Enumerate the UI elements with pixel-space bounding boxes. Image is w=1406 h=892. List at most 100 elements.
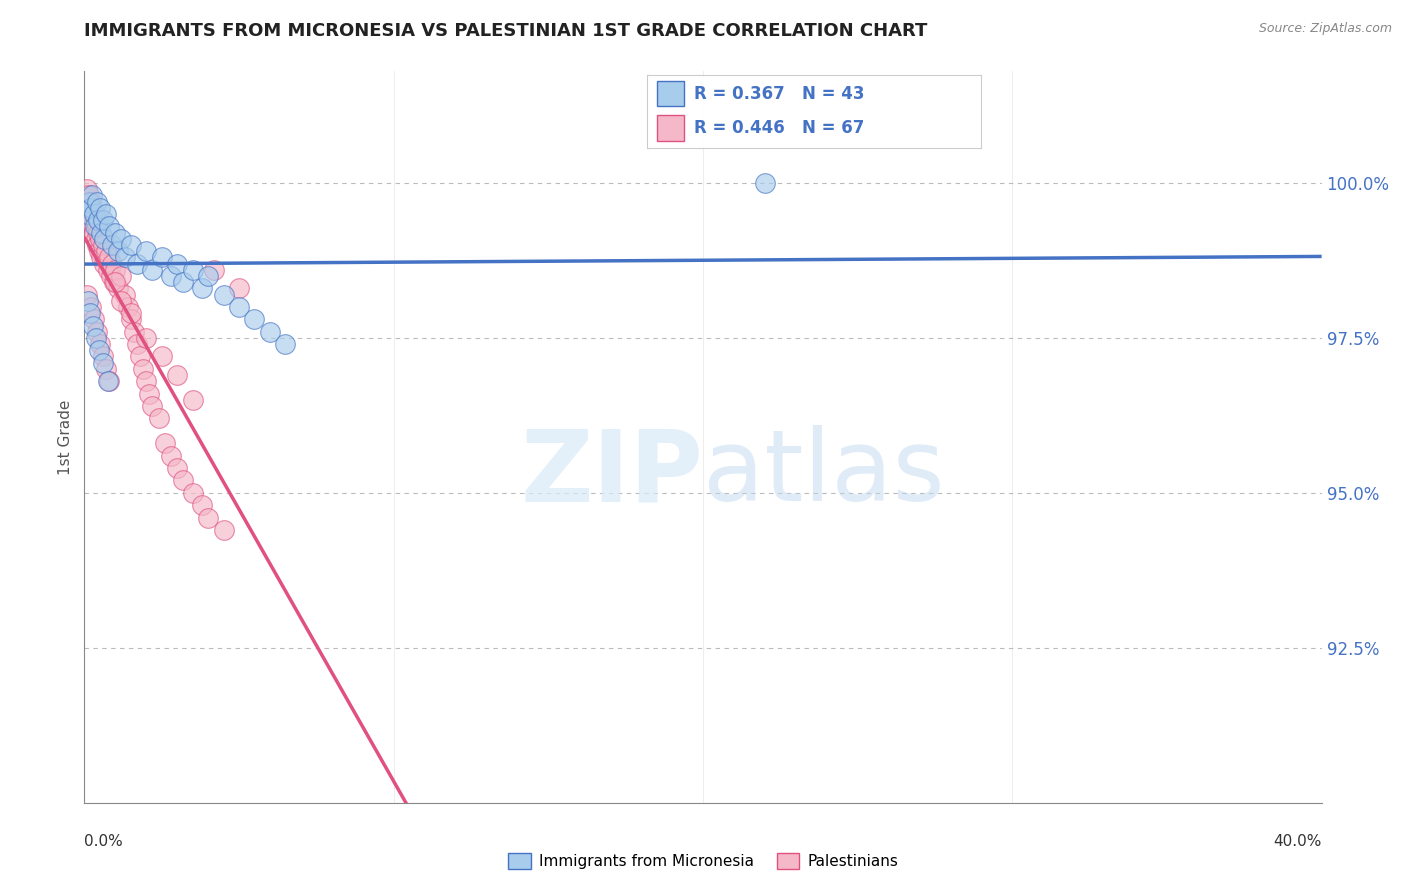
Point: [103, 275, 125, 289]
Point: [91, 238, 114, 252]
Bar: [658, 115, 685, 141]
Point: [122, 325, 145, 339]
Text: 40.0%: 40.0%: [1274, 834, 1322, 849]
Point: [86, 219, 108, 234]
Point: [114, 287, 136, 301]
Point: [87, 213, 110, 227]
Point: [82, 188, 104, 202]
Text: R = 0.367   N = 43: R = 0.367 N = 43: [695, 85, 865, 103]
Point: [104, 275, 127, 289]
Point: [77, 188, 100, 202]
Point: [84, 213, 107, 227]
Point: [101, 256, 124, 270]
Point: [93, 256, 115, 270]
Point: [89, 232, 111, 246]
Point: [212, 287, 235, 301]
Point: [120, 238, 142, 252]
Point: [117, 300, 139, 314]
Point: [96, 374, 118, 388]
Point: [110, 268, 132, 283]
Point: [120, 312, 142, 326]
Point: [181, 262, 204, 277]
Point: [135, 374, 157, 388]
Point: [104, 226, 127, 240]
Point: [89, 343, 111, 358]
Point: [77, 293, 100, 308]
Point: [82, 219, 104, 234]
Point: [91, 213, 114, 227]
Point: [166, 256, 188, 270]
Point: [172, 474, 194, 488]
Point: [94, 207, 117, 221]
Text: Source: ZipAtlas.com: Source: ZipAtlas.com: [1258, 22, 1392, 36]
Point: [120, 306, 142, 320]
Point: [197, 268, 219, 283]
Point: [148, 411, 170, 425]
Point: [77, 194, 100, 209]
Point: [259, 325, 281, 339]
Point: [90, 250, 112, 264]
Legend: Immigrants from Micronesia, Palestinians: Immigrants from Micronesia, Palestinians: [502, 847, 904, 875]
Point: [191, 498, 214, 512]
Point: [110, 293, 132, 308]
Text: ZIP: ZIP: [520, 425, 703, 522]
Text: R = 0.446   N = 67: R = 0.446 N = 67: [695, 120, 865, 137]
Point: [82, 201, 104, 215]
Point: [212, 523, 235, 537]
Point: [84, 232, 107, 246]
Point: [89, 244, 111, 259]
Y-axis label: 1st Grade: 1st Grade: [58, 400, 73, 475]
Point: [98, 219, 121, 234]
Point: [135, 244, 157, 259]
Text: IMMIGRANTS FROM MICRONESIA VS PALESTINIAN 1ST GRADE CORRELATION CHART: IMMIGRANTS FROM MICRONESIA VS PALESTINIA…: [84, 22, 928, 40]
Point: [181, 486, 204, 500]
Point: [76, 194, 98, 209]
Point: [107, 244, 129, 259]
Point: [86, 194, 108, 209]
Point: [181, 392, 204, 407]
Point: [202, 262, 225, 277]
Point: [91, 356, 114, 370]
Point: [96, 262, 118, 277]
Point: [132, 362, 155, 376]
Point: [141, 399, 163, 413]
Point: [135, 331, 157, 345]
Point: [79, 300, 101, 314]
Point: [141, 262, 163, 277]
Point: [83, 312, 105, 326]
Point: [94, 244, 117, 259]
Point: [150, 350, 173, 364]
Point: [79, 194, 101, 209]
Point: [87, 226, 110, 240]
Point: [243, 312, 266, 326]
Point: [104, 262, 127, 277]
Point: [83, 207, 105, 221]
Point: [98, 250, 121, 264]
Point: [90, 226, 112, 240]
Point: [83, 226, 105, 240]
Point: [84, 219, 107, 234]
Point: [84, 331, 107, 345]
Point: [228, 300, 250, 314]
Point: [94, 362, 117, 376]
Point: [160, 268, 183, 283]
Point: [197, 510, 219, 524]
Point: [86, 238, 108, 252]
Point: [98, 374, 121, 388]
Point: [79, 306, 101, 320]
Point: [101, 238, 124, 252]
Point: [76, 207, 98, 221]
Point: [125, 337, 148, 351]
Point: [89, 201, 111, 215]
Point: [77, 201, 100, 215]
Point: [274, 337, 297, 351]
Point: [75, 188, 97, 202]
Bar: [658, 81, 685, 106]
Point: [83, 207, 105, 221]
Point: [86, 325, 108, 339]
Point: [160, 449, 183, 463]
Text: 0.0%: 0.0%: [84, 834, 124, 849]
Point: [80, 213, 103, 227]
Text: atlas: atlas: [703, 425, 945, 522]
Point: [150, 250, 173, 264]
